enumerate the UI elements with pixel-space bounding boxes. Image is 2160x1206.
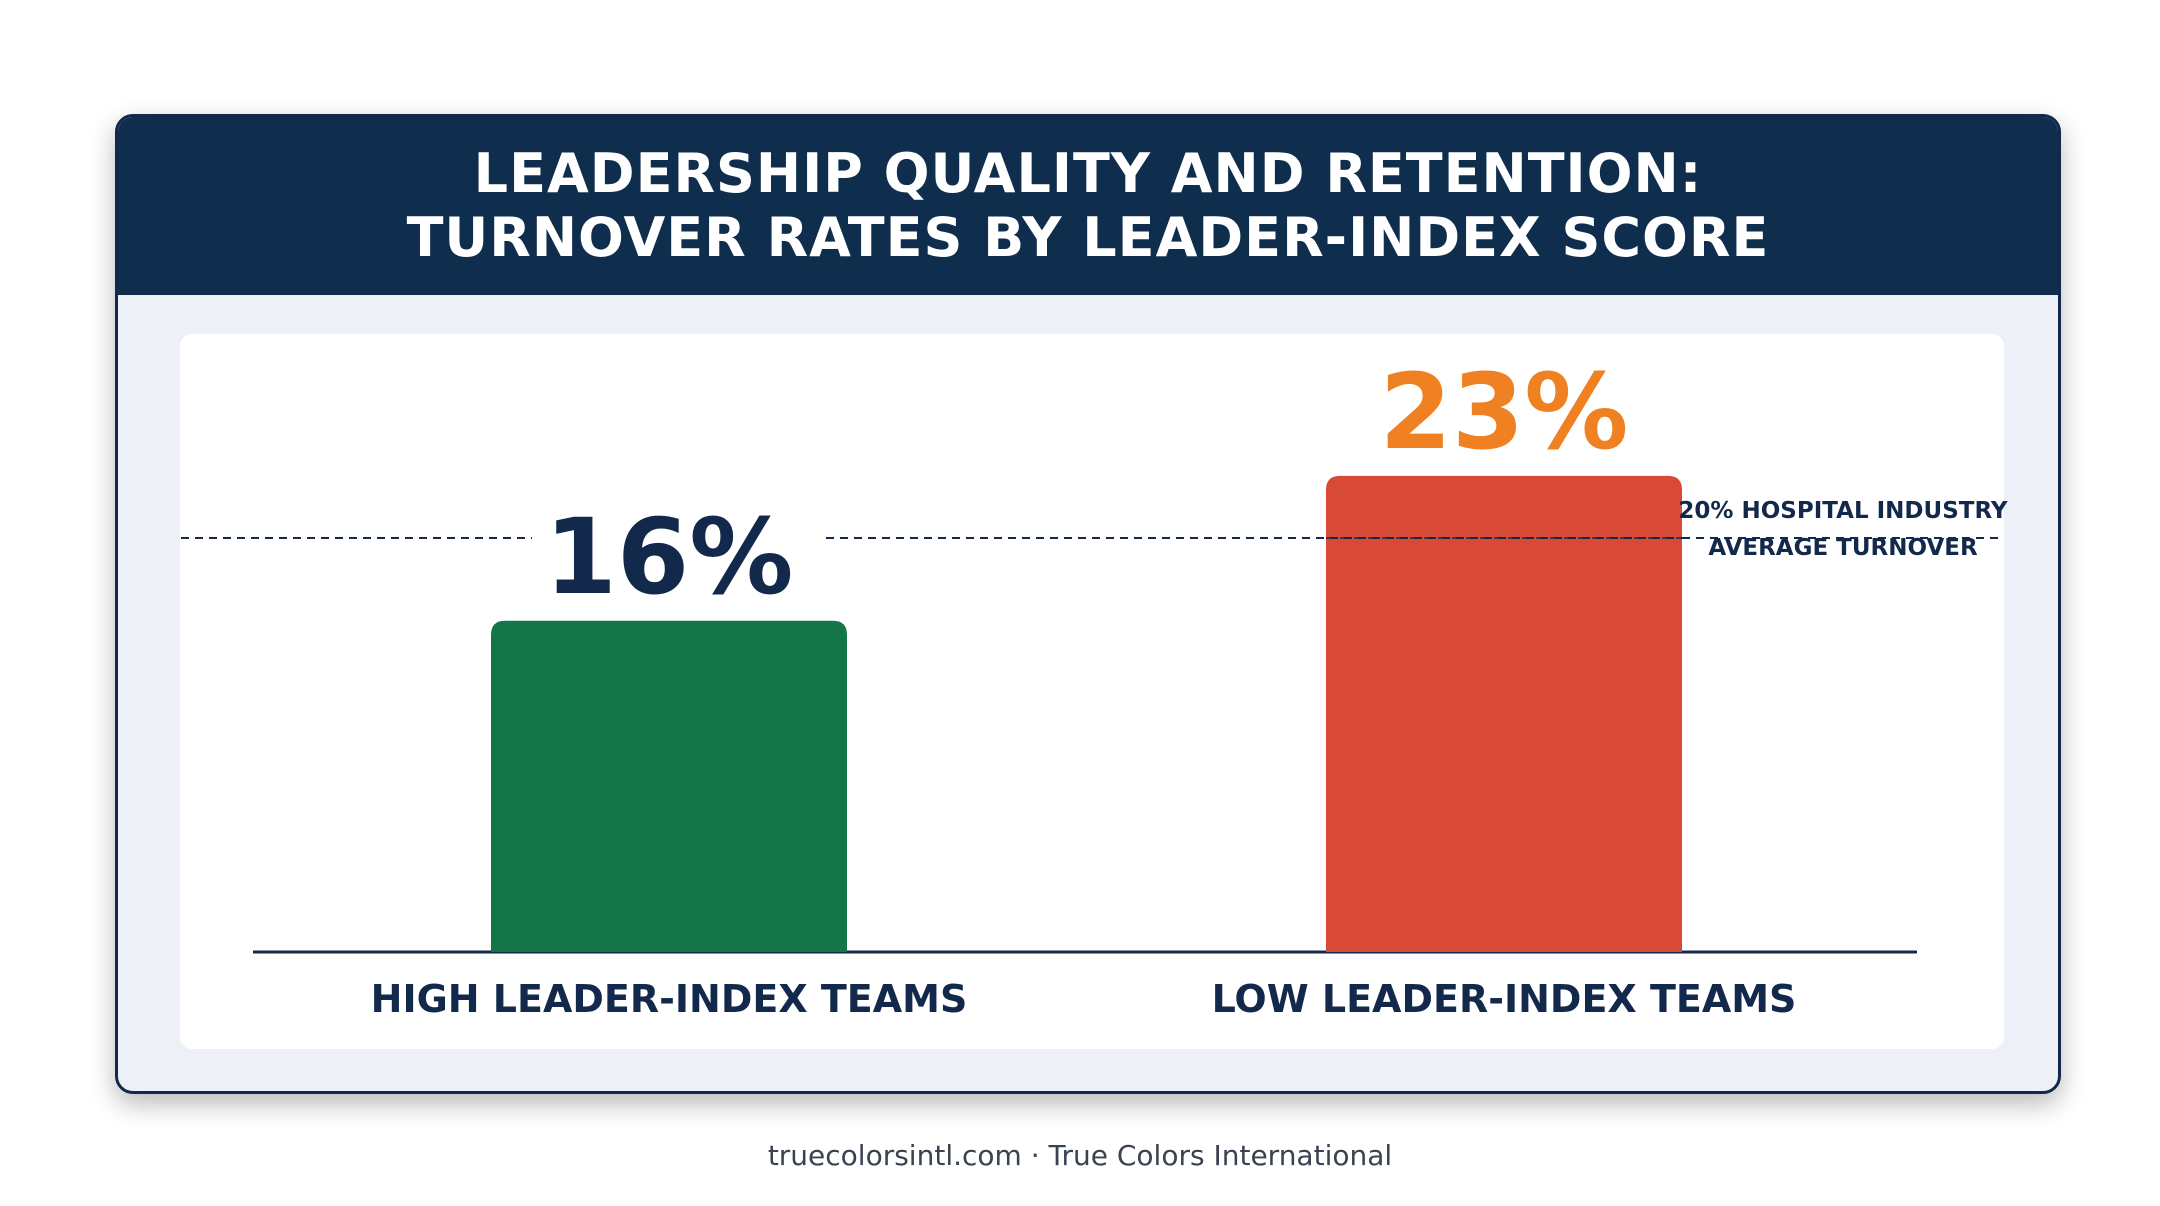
reference-line-label-1: 20% HOSPITAL INDUSTRY [1678,498,2007,524]
footer-credit: truecolorsintl.com · True Colors Interna… [767,1139,1393,1172]
plot-panel [180,334,2004,1049]
title-banner: LEADERSHIP QUALITY AND RETENTION: TURNOV… [118,117,2058,295]
bar-high-leader-index [491,620,847,952]
category-label-high: HIGH LEADER-INDEX TEAMS [371,977,968,1021]
category-label-low: LOW LEADER-INDEX TEAMS [1212,977,1797,1021]
chart-title-line-1: LEADERSHIP QUALITY AND RETENTION: [473,142,1703,205]
value-label-high: 16% [545,496,794,618]
reference-line-label-2: AVERAGE TURNOVER [1708,535,1978,561]
bar-low-leader-index [1326,475,1682,952]
chart-title-line-2: TURNOVER RATES BY LEADER-INDEX SCORE [406,206,1770,269]
value-label-low: 23% [1380,351,1629,473]
